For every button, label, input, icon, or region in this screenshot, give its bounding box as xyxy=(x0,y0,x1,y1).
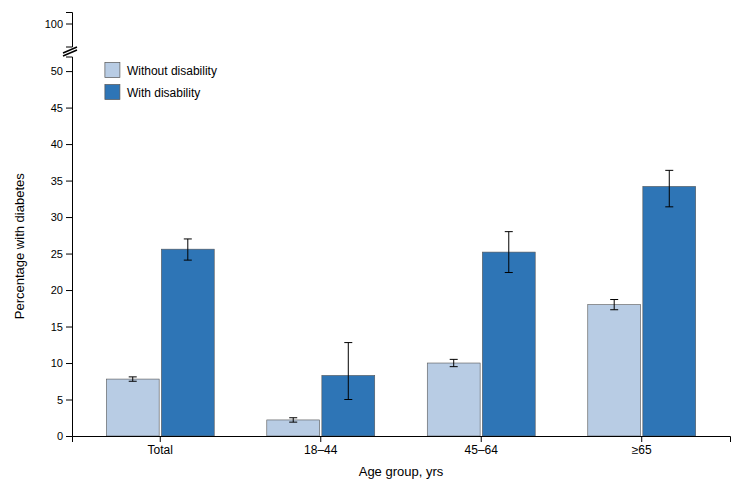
bar xyxy=(643,186,696,436)
tick-label: 15 xyxy=(51,321,63,333)
tick-label: 0 xyxy=(57,430,63,442)
axis-break xyxy=(63,47,77,56)
tick-mark xyxy=(66,144,72,145)
tick-mark xyxy=(481,436,482,442)
top-panel: 100 xyxy=(45,13,73,48)
y-axis-title: Percentage with diabetes xyxy=(12,173,27,319)
tick-mark xyxy=(66,363,72,364)
tick-mark xyxy=(66,217,72,218)
tick: 45–64 xyxy=(465,436,499,457)
break-mark xyxy=(63,50,77,56)
tick-mark xyxy=(160,436,161,442)
tick-mark xyxy=(66,24,72,25)
error-bar xyxy=(184,239,192,260)
bar xyxy=(161,249,214,436)
tick: ≥65 xyxy=(632,436,652,457)
tick: 20 xyxy=(51,284,72,296)
x-axis-title: Age group, yrs xyxy=(359,464,444,479)
axis-line xyxy=(66,13,73,48)
error-bar xyxy=(450,359,458,366)
tick-label: 20 xyxy=(51,284,63,296)
tick-mark xyxy=(66,327,72,328)
tick-mark xyxy=(320,436,321,442)
bar xyxy=(588,305,641,436)
tick-label: ≥65 xyxy=(632,443,652,457)
tick-label: 30 xyxy=(51,211,63,223)
error-bar xyxy=(610,300,618,310)
tick-mark xyxy=(66,400,72,401)
tick-label: 100 xyxy=(45,18,63,30)
error-bar xyxy=(344,343,352,400)
tick: 18–44 xyxy=(304,436,338,457)
tick: 40 xyxy=(51,138,72,150)
legend: Without disability With disability xyxy=(105,63,217,100)
tick: Total xyxy=(148,436,173,457)
error-bar xyxy=(129,377,137,381)
legend-label: Without disability xyxy=(127,64,217,78)
bar xyxy=(106,379,159,436)
axis-line xyxy=(73,437,731,443)
tick: 35 xyxy=(51,175,72,187)
tick: 15 xyxy=(51,321,72,333)
main-panel: 0 5 10 15 20 25 30 35 40 45 50 Total 18–44 45–64 ≥65 Ag… xyxy=(12,57,731,479)
tick-label: 5 xyxy=(57,394,63,406)
error-bar xyxy=(289,418,297,422)
tick-label: 25 xyxy=(51,248,63,260)
tick-label: 18–44 xyxy=(304,443,338,457)
tick: 10 xyxy=(51,357,72,369)
error-bar xyxy=(505,232,513,273)
tick-label: Total xyxy=(148,443,173,457)
legend-label: With disability xyxy=(127,86,200,100)
tick: 5 xyxy=(57,394,72,406)
break-mark xyxy=(63,47,77,53)
bar xyxy=(482,252,535,436)
tick-label: 40 xyxy=(51,138,63,150)
tick-mark xyxy=(66,108,72,109)
legend-swatch xyxy=(105,85,120,100)
plot-area xyxy=(106,170,695,436)
tick: 100 xyxy=(45,18,72,30)
tick: 50 xyxy=(51,65,72,77)
tick-mark xyxy=(66,254,72,255)
error-bar xyxy=(665,170,673,206)
bar xyxy=(427,363,480,436)
tick: 30 xyxy=(51,211,72,223)
tick-label: 35 xyxy=(51,175,63,187)
tick-mark xyxy=(66,181,72,182)
tick-mark xyxy=(66,71,72,72)
bar-series xyxy=(161,186,695,436)
legend-item: With disability xyxy=(105,85,200,100)
legend-item: Without disability xyxy=(105,63,217,78)
y-axis: 0 5 10 15 20 25 30 35 40 45 50 xyxy=(51,57,73,442)
tick: 45 xyxy=(51,102,72,114)
tick-label: 50 xyxy=(51,65,63,77)
x-axis: Total 18–44 45–64 ≥65 xyxy=(73,436,731,457)
tick-mark xyxy=(66,290,72,291)
error-bars xyxy=(184,170,673,399)
tick-label: 10 xyxy=(51,357,63,369)
legend-swatch xyxy=(105,63,120,78)
tick-label: 45–64 xyxy=(465,443,499,457)
tick-label: 45 xyxy=(51,102,63,114)
y-axis: 100 xyxy=(45,13,73,48)
chart: 100 0 5 10 15 20 25 30 35 40 45 50 Total 18–44 45–64 ≥6… xyxy=(0,0,750,488)
tick-mark xyxy=(66,436,72,437)
tick: 25 xyxy=(51,248,72,260)
axis-line xyxy=(66,57,73,437)
tick: 0 xyxy=(57,430,72,442)
tick-mark xyxy=(641,436,642,442)
